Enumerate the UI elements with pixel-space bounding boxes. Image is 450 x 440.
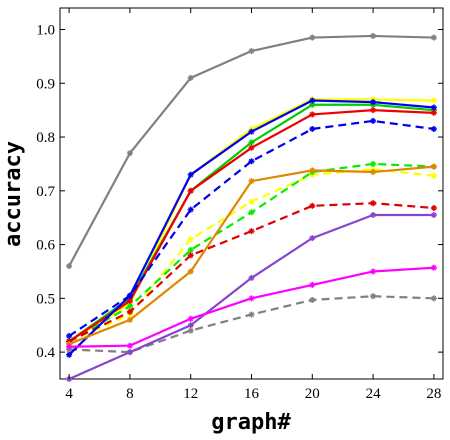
data-point	[430, 212, 437, 219]
series-group	[66, 32, 437, 270]
y-tick-label: 0.4	[36, 345, 55, 361]
data-point	[309, 235, 316, 242]
data-point	[126, 303, 133, 310]
data-point	[248, 228, 255, 235]
data-point	[430, 109, 437, 116]
data-point	[248, 144, 255, 151]
x-tick-label: 28	[426, 386, 441, 402]
data-point	[126, 308, 133, 315]
data-point	[126, 150, 133, 157]
data-point	[309, 34, 316, 41]
data-point	[248, 48, 255, 55]
data-point	[187, 187, 194, 194]
data-point	[248, 311, 255, 318]
x-tick-label: 20	[305, 386, 320, 402]
data-point	[187, 268, 194, 275]
data-point	[187, 246, 194, 253]
x-axis-title: graph#	[211, 410, 291, 435]
data-point	[126, 316, 133, 323]
y-tick-label: 0.5	[36, 291, 55, 307]
data-point	[248, 198, 255, 205]
series-group	[66, 166, 437, 345]
series-group	[66, 212, 437, 382]
data-point	[66, 263, 73, 270]
y-tick-label: 0.6	[36, 238, 55, 254]
data-point	[370, 107, 377, 114]
data-point	[187, 74, 194, 81]
data-point	[430, 97, 437, 104]
data-point	[370, 268, 377, 275]
series-group	[66, 117, 437, 339]
data-point	[430, 264, 437, 271]
data-point	[248, 128, 255, 135]
y-tick-label: 0.7	[36, 184, 55, 200]
series-group	[66, 163, 437, 348]
data-point	[370, 32, 377, 39]
y-tick-label: 1.0	[36, 23, 55, 39]
data-point	[187, 327, 194, 334]
data-point	[126, 349, 133, 356]
data-point	[309, 111, 316, 118]
data-point	[309, 125, 316, 132]
data-point	[248, 178, 255, 185]
data-point	[309, 97, 316, 104]
data-point	[430, 125, 437, 132]
data-point	[187, 252, 194, 259]
data-point	[370, 212, 377, 219]
data-point	[66, 343, 73, 350]
data-point	[309, 281, 316, 288]
data-point	[370, 160, 377, 167]
x-tick-label: 16	[244, 386, 260, 402]
data-point	[430, 205, 437, 212]
data-point	[126, 342, 133, 349]
tick-layer: 4 8 12 16 20 24 28 0.4 0.5 0.6 0.7 0.8 0.9 1.0	[36, 8, 443, 402]
data-point	[370, 200, 377, 207]
series-layer	[66, 32, 437, 382]
data-point	[370, 99, 377, 106]
data-point	[430, 295, 437, 302]
data-point	[126, 298, 133, 305]
data-point	[66, 351, 73, 358]
series-group	[66, 200, 437, 345]
plot-frame	[59, 7, 444, 380]
data-point	[187, 171, 194, 178]
data-point	[370, 293, 377, 300]
data-point	[187, 236, 194, 243]
x-tick-label: 4	[65, 386, 73, 402]
series-line	[68, 202, 434, 343]
data-point	[370, 168, 377, 175]
y-tick-label: 0.8	[36, 130, 55, 146]
data-point	[248, 209, 255, 216]
x-tick-label: 12	[183, 386, 198, 402]
data-point	[309, 296, 316, 303]
data-point	[309, 167, 316, 174]
data-point	[248, 295, 255, 302]
data-point	[126, 292, 133, 299]
data-point	[430, 104, 437, 111]
data-point	[248, 158, 255, 165]
data-point	[187, 322, 194, 329]
data-point	[430, 34, 437, 41]
y-axis-title: accuracy	[1, 141, 26, 247]
data-point	[66, 332, 73, 339]
x-tick-label: 24	[366, 386, 382, 402]
data-point	[187, 206, 194, 213]
data-point	[430, 163, 437, 170]
data-point	[248, 139, 255, 146]
data-point	[430, 172, 437, 179]
data-point	[248, 274, 255, 281]
x-tick-label: 8	[126, 386, 134, 402]
data-point	[309, 202, 316, 209]
series-group	[66, 264, 437, 350]
data-point	[187, 315, 194, 322]
y-tick-label: 0.9	[36, 76, 55, 92]
data-point	[370, 117, 377, 124]
